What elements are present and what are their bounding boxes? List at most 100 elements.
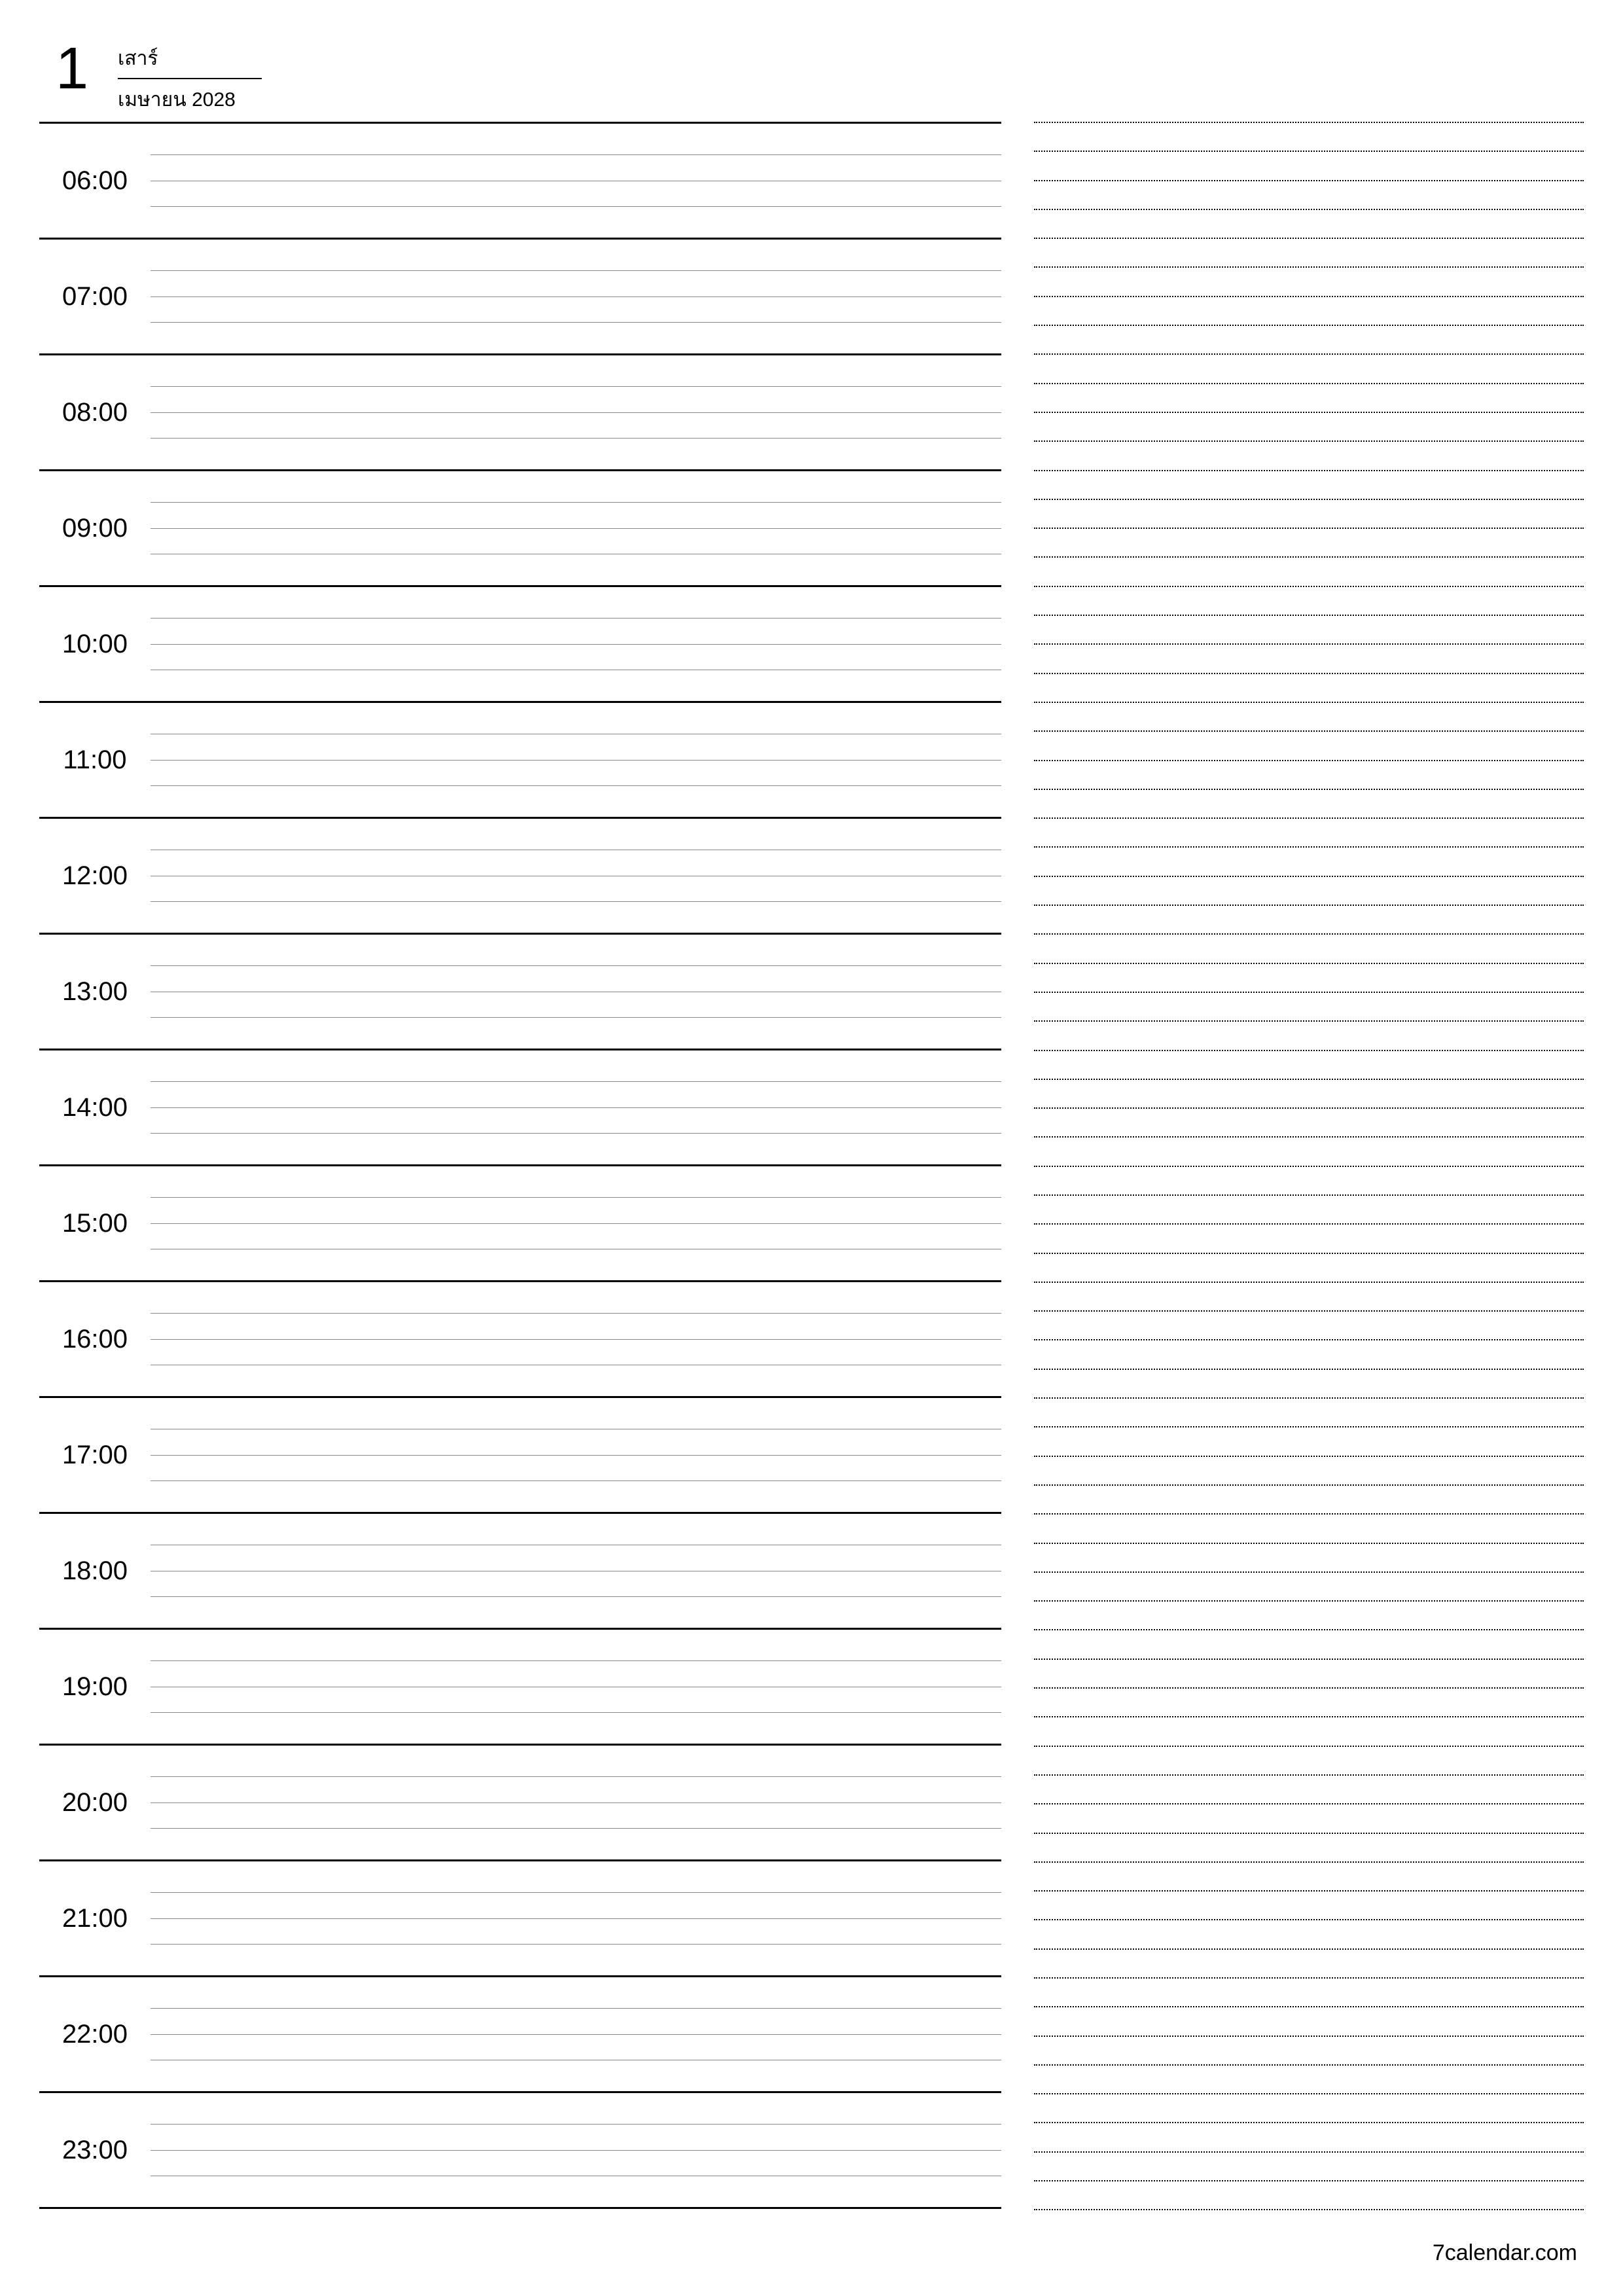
hour-label: 12:00 [39, 819, 151, 933]
hour-row: 11:00 [39, 703, 1001, 819]
note-line [1034, 2123, 1584, 2152]
writing-line [151, 618, 1001, 619]
note-line [1034, 1602, 1584, 1630]
note-line [1034, 239, 1584, 268]
hour-label: 15:00 [39, 1166, 151, 1280]
note-line [1034, 1689, 1584, 1717]
writing-line [151, 1339, 1001, 1340]
note-line [1034, 355, 1584, 384]
note-line [1034, 1544, 1584, 1573]
writing-line [151, 528, 1001, 529]
note-line [1034, 1920, 1584, 1949]
writing-line [151, 1660, 1001, 1661]
writing-line [151, 965, 1001, 966]
note-line [1034, 471, 1584, 500]
hour-row: 20:00 [39, 1746, 1001, 1861]
schedule-column: 06:0007:0008:0009:0010:0011:0012:0013:00… [39, 122, 1001, 2210]
writing-line [151, 1918, 1001, 1919]
writing-line [151, 1133, 1001, 1134]
note-line [1034, 2037, 1584, 2066]
note-line [1034, 1138, 1584, 1166]
weekday-label: เสาร์ [118, 43, 262, 79]
writing-line [151, 901, 1001, 902]
note-line [1034, 2066, 1584, 2094]
hour-row: 08:00 [39, 355, 1001, 471]
note-line [1034, 1254, 1584, 1283]
hour-label: 23:00 [39, 2093, 151, 2207]
hour-row: 09:00 [39, 471, 1001, 587]
note-line [1034, 1051, 1584, 1080]
note-line [1034, 819, 1584, 848]
hour-row: 19:00 [39, 1630, 1001, 1746]
writing-line [151, 270, 1001, 271]
note-line [1034, 2181, 1584, 2210]
note-line [1034, 645, 1584, 673]
writing-line [151, 1107, 1001, 1108]
note-line [1034, 877, 1584, 906]
writing-line [151, 1776, 1001, 1777]
writing-line [151, 1081, 1001, 1082]
note-line [1034, 326, 1584, 355]
hour-sublines [151, 124, 1001, 238]
note-line [1034, 1225, 1584, 1253]
hour-row: 18:00 [39, 1514, 1001, 1630]
note-line [1034, 500, 1584, 529]
note-line [1034, 935, 1584, 963]
hour-sublines [151, 1630, 1001, 1744]
note-line [1034, 1776, 1584, 1804]
note-line [1034, 1804, 1584, 1833]
note-line [1034, 210, 1584, 239]
hour-label: 21:00 [39, 1861, 151, 1975]
hour-sublines [151, 1514, 1001, 1628]
note-line [1034, 761, 1584, 790]
writing-line [151, 1892, 1001, 1893]
hour-label: 07:00 [39, 240, 151, 353]
writing-line [151, 154, 1001, 155]
note-line [1034, 1747, 1584, 1776]
hour-row: 16:00 [39, 1282, 1001, 1398]
hour-sublines [151, 1050, 1001, 1164]
hour-row: 14:00 [39, 1050, 1001, 1166]
writing-line [151, 2008, 1001, 2009]
note-line [1034, 2094, 1584, 2123]
month-year-label: เมษายน 2028 [118, 84, 262, 115]
hour-sublines [151, 355, 1001, 469]
note-line [1034, 152, 1584, 181]
note-line [1034, 558, 1584, 586]
hour-label: 19:00 [39, 1630, 151, 1744]
note-line [1034, 616, 1584, 645]
note-line [1034, 993, 1584, 1022]
writing-line [151, 1596, 1001, 1597]
hour-label: 17:00 [39, 1398, 151, 1512]
note-line [1034, 732, 1584, 761]
hour-row: 12:00 [39, 819, 1001, 935]
writing-line [151, 785, 1001, 786]
hour-sublines [151, 2093, 1001, 2207]
note-line [1034, 1515, 1584, 1543]
note-line [1034, 384, 1584, 413]
note-line [1034, 906, 1584, 935]
hour-label: 22:00 [39, 1977, 151, 2091]
note-line [1034, 413, 1584, 442]
writing-line [151, 1480, 1001, 1481]
note-line [1034, 848, 1584, 876]
hour-sublines [151, 1282, 1001, 1396]
writing-line [151, 2150, 1001, 2151]
hour-sublines [151, 587, 1001, 701]
note-line [1034, 442, 1584, 471]
note-line [1034, 1427, 1584, 1456]
note-line [1034, 1979, 1584, 2007]
writing-line [151, 502, 1001, 503]
note-line [1034, 1834, 1584, 1863]
writing-line [151, 2034, 1001, 2035]
note-line [1034, 123, 1584, 152]
hour-sublines [151, 703, 1001, 817]
planner-body: 06:0007:0008:0009:0010:0011:0012:0013:00… [39, 122, 1584, 2210]
note-line [1034, 1109, 1584, 1138]
note-line [1034, 1457, 1584, 1486]
writing-line [151, 644, 1001, 645]
note-line [1034, 1196, 1584, 1225]
writing-line [151, 322, 1001, 323]
note-line [1034, 674, 1584, 703]
note-line [1034, 2153, 1584, 2181]
